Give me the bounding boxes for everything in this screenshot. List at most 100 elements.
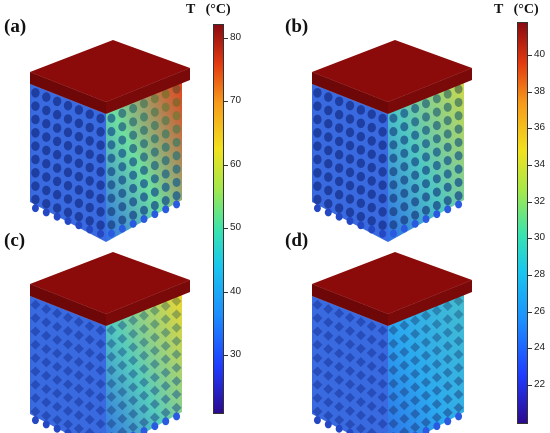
lattice-pore xyxy=(356,198,366,209)
lattice-foot xyxy=(53,212,61,221)
lattice-pore xyxy=(95,325,106,336)
lattice-pore xyxy=(63,140,73,151)
lattice-pore xyxy=(432,120,441,131)
lattice-pore xyxy=(388,338,399,349)
lattice-pore xyxy=(73,330,84,341)
lattice-pore xyxy=(334,109,344,120)
lattice-pore xyxy=(161,169,170,179)
lattice-pore xyxy=(345,339,355,350)
lattice-pore xyxy=(106,378,117,389)
lattice-pore xyxy=(377,338,388,349)
lattice-pore xyxy=(107,166,116,177)
lattice-pore xyxy=(313,154,322,165)
lattice-pore xyxy=(140,125,148,135)
lattice-pore xyxy=(84,321,95,332)
lattice-pore xyxy=(421,377,431,388)
lattice-pore xyxy=(323,410,334,421)
lattice-pore xyxy=(128,355,139,366)
lattice-pore xyxy=(366,334,377,345)
lattice-pore xyxy=(106,365,117,376)
lattice-pore xyxy=(149,345,160,356)
colorbar-tick-mark xyxy=(224,164,228,166)
lattice-foot xyxy=(444,417,452,426)
lattice-pore xyxy=(85,202,94,213)
lattice-pore xyxy=(172,177,181,188)
lattice-foot xyxy=(107,229,115,238)
lattice-pore xyxy=(312,326,323,337)
lattice-pore xyxy=(63,180,73,191)
colorbar-tick-mark xyxy=(528,165,532,166)
lattice-pore xyxy=(41,304,52,315)
lattice-pore xyxy=(63,127,73,138)
lattice-foot xyxy=(64,429,72,433)
lattice-pore xyxy=(74,171,84,182)
lattice-pore xyxy=(355,356,366,367)
lattice-pore xyxy=(149,385,160,396)
lattice-pore xyxy=(312,393,323,404)
lattice-pore xyxy=(323,317,334,328)
lattice-pore xyxy=(400,122,409,132)
lattice-pore xyxy=(366,321,377,332)
lattice-pore xyxy=(410,342,421,353)
lattice-pore xyxy=(411,157,420,167)
lattice-pore xyxy=(117,427,128,433)
lattice-pore xyxy=(421,310,431,321)
lattice-pore xyxy=(411,210,420,220)
lattice-pore xyxy=(30,299,41,310)
lattice-pore xyxy=(150,147,159,157)
lattice-pore xyxy=(96,220,105,230)
lattice-pore xyxy=(172,191,181,201)
lattice-pore xyxy=(107,206,116,217)
lattice-pore xyxy=(323,344,334,355)
lattice-pore xyxy=(52,96,62,107)
lattice-pore xyxy=(84,374,95,385)
lattice-pore xyxy=(96,153,105,164)
lattice-pore xyxy=(367,109,376,120)
lattice-pore xyxy=(378,220,387,230)
lattice-pore xyxy=(150,120,159,131)
lattice-pore xyxy=(355,343,366,354)
lattice-pore xyxy=(356,158,366,169)
lattice-pore xyxy=(334,361,345,372)
lattice-pore xyxy=(52,163,62,173)
lattice-foot xyxy=(324,208,332,217)
lattice-pore xyxy=(324,105,333,116)
lattice-pore xyxy=(443,89,452,99)
lattice-pore xyxy=(345,392,355,403)
lattice-pore xyxy=(161,102,170,112)
lattice-pore xyxy=(52,321,63,332)
lattice-pore xyxy=(367,136,376,146)
lattice-foot xyxy=(42,208,50,217)
lattice-pore xyxy=(172,151,181,161)
lattice-pore xyxy=(52,388,63,399)
lattice-pore xyxy=(52,149,62,160)
lattice-pore xyxy=(42,92,51,102)
lattice-pore xyxy=(106,351,117,362)
lattice-pore xyxy=(63,207,73,218)
lattice-pore xyxy=(345,207,355,218)
lattice-pore xyxy=(399,333,410,344)
colorbar-tick-label: 30 xyxy=(230,349,242,360)
colorbar-tick-label: 70 xyxy=(230,95,242,107)
lattice-model-d xyxy=(312,252,472,433)
lattice-pore xyxy=(355,383,366,394)
lattice-pore xyxy=(367,189,376,200)
lattice-pore xyxy=(389,220,398,230)
colorbar-tick-label: 32 xyxy=(534,195,546,207)
lattice-foot xyxy=(389,229,397,238)
lattice-pore xyxy=(149,305,160,316)
lattice-pore xyxy=(422,179,430,189)
lattice-pore xyxy=(389,113,398,123)
lattice-pore xyxy=(107,153,116,163)
lattice-pore xyxy=(42,172,51,182)
lattice-pore xyxy=(334,308,345,319)
lattice-pore xyxy=(400,148,409,158)
lattice-pore xyxy=(345,379,355,390)
lattice-pore xyxy=(443,129,452,139)
lattice-foot xyxy=(151,210,159,219)
heater-plate-right-side xyxy=(106,280,190,326)
lattice-pore xyxy=(95,378,106,389)
lattice-pore xyxy=(366,374,377,385)
lattice-pore xyxy=(84,334,95,345)
lattice-pore xyxy=(41,384,52,395)
